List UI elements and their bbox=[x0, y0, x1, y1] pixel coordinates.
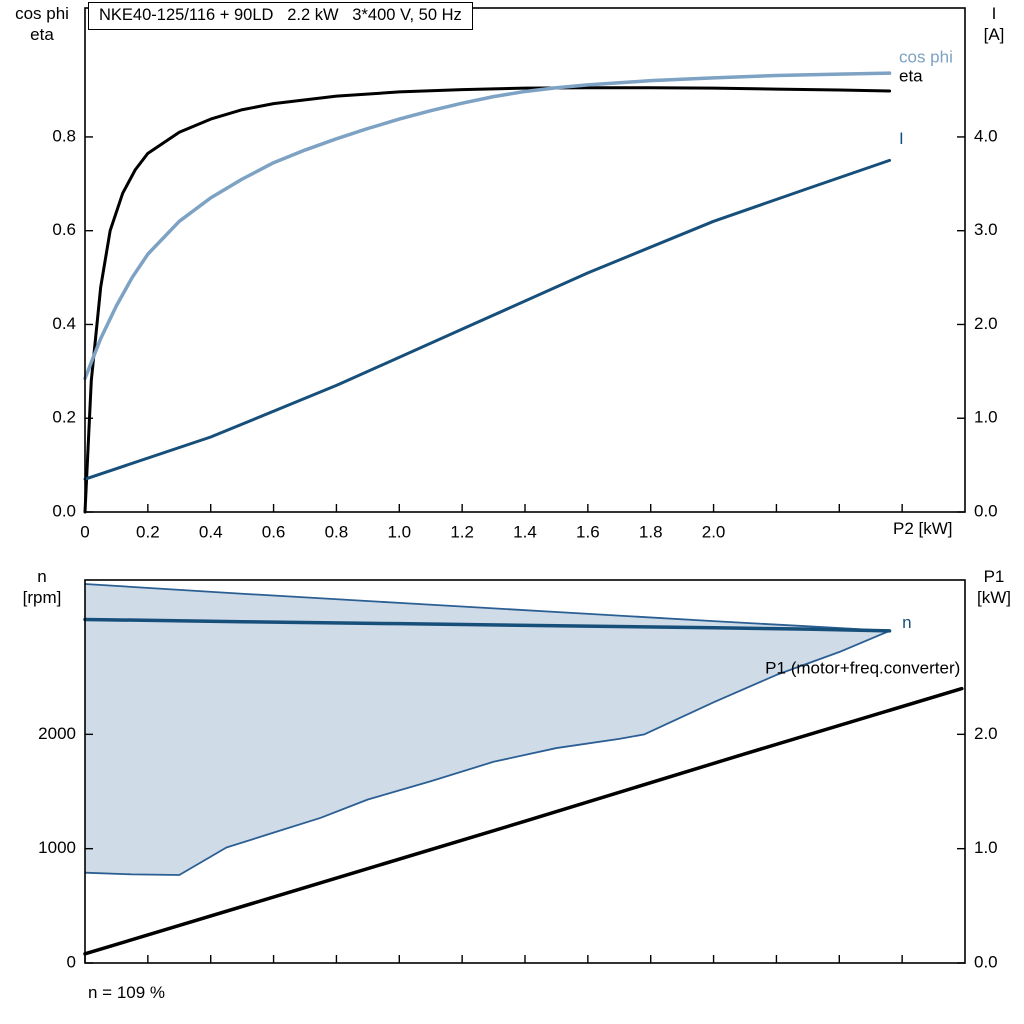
x-tick-label: 0.2 bbox=[136, 522, 160, 541]
x-tick-label: 2.0 bbox=[702, 522, 726, 541]
left-axis-title-line-rpm: [rpm] bbox=[22, 588, 62, 608]
right-axis-title-line-p1: P1 bbox=[983, 567, 1005, 586]
y-right-tick-label: 2.0 bbox=[974, 724, 998, 743]
right-axis-title-line-a: [A] bbox=[983, 25, 1005, 45]
n-curve bbox=[83, 617, 892, 633]
right-axis-title-line-i: I bbox=[991, 4, 997, 23]
speed-range-band-lower-edge bbox=[84, 630, 890, 876]
x-tick-label: 0 bbox=[80, 522, 89, 541]
y-left-tick-label: 1000 bbox=[38, 838, 76, 857]
left-axis-title-line-n: n bbox=[37, 567, 47, 586]
y-left-tick-label: 2000 bbox=[38, 724, 76, 743]
eta-curve bbox=[83, 86, 892, 514]
y-right-tick-label: 0.0 bbox=[974, 952, 998, 971]
y-left-tick-label: 0.4 bbox=[52, 314, 76, 333]
x-tick-label: 1.6 bbox=[576, 522, 600, 541]
left-axis-title-top-panel: cos phi eta bbox=[2, 3, 82, 46]
annotation-cos-phi: cos phi bbox=[899, 48, 953, 67]
y-right-tick-label: 1.0 bbox=[974, 408, 998, 427]
x-tick-label: 0.8 bbox=[325, 522, 349, 541]
right-axis-title-top-panel: I [A] bbox=[966, 3, 1022, 46]
cos-phi-curve bbox=[83, 71, 892, 381]
x-tick-label: 1.2 bbox=[450, 522, 474, 541]
x-axis-unit-label: P2 [kW] bbox=[893, 519, 953, 538]
y-left-tick-label: 0.8 bbox=[52, 126, 76, 145]
speed-range-band bbox=[85, 584, 890, 875]
panel-motor-efficiency: 0 0.2 0.4 0.6 0.8 1.0 1.2 1.4 1.6 1.8 2.0 0.0 0.2 0.4… bbox=[52, 7, 998, 541]
i-curve bbox=[83, 158, 892, 481]
panel-speed-and-input-power: 0 1000 2000 0.0 1.0 2.0 n P1 (motor+freq.conver… bbox=[38, 579, 998, 971]
annotation-p1-motor-freq-converter: P1 (motor+freq.converter) bbox=[765, 659, 960, 678]
left-axis-title-line-cos-phi: cos phi bbox=[15, 4, 69, 23]
x-tick-label: 1.0 bbox=[387, 522, 411, 541]
annotation-i: I bbox=[899, 129, 904, 148]
y-right-tick-label: 0.0 bbox=[974, 501, 998, 520]
y-right-tick-label: 2.0 bbox=[974, 314, 998, 333]
x-tick-label: 0.4 bbox=[199, 522, 223, 541]
left-axis-title-line-eta: eta bbox=[30, 25, 54, 45]
x-tick-label: 1.4 bbox=[513, 522, 537, 541]
y-right-tick-label: 4.0 bbox=[974, 126, 998, 145]
y-right-tick-label: 3.0 bbox=[974, 220, 998, 239]
y-left-tick-label: 0 bbox=[67, 952, 76, 971]
y-left-tick-label: 0.6 bbox=[52, 220, 76, 239]
x-tick-label: 0.6 bbox=[262, 522, 286, 541]
y-left-tick-label: 0.2 bbox=[52, 408, 76, 427]
annotation-n: n bbox=[902, 613, 911, 632]
speed-range-band-upper-edge bbox=[84, 583, 890, 632]
p1-motor-freq-converter-curve bbox=[83, 686, 964, 956]
annotation-eta: eta bbox=[899, 66, 923, 85]
speed-percentage-note: n = 109 % bbox=[88, 983, 166, 1002]
right-axis-title-line-kw: [kW] bbox=[977, 588, 1011, 608]
chart-title: NKE40-125/116 + 90LD 2.2 kW 3*400 V, 50 … bbox=[88, 2, 473, 30]
x-tick-label: 1.8 bbox=[639, 522, 663, 541]
left-axis-title-bottom-panel: n [rpm] bbox=[2, 566, 82, 609]
y-right-tick-label: 1.0 bbox=[974, 838, 998, 857]
y-left-tick-label: 0.0 bbox=[52, 501, 76, 520]
right-axis-title-bottom-panel: P1 [kW] bbox=[966, 566, 1022, 609]
plot-border bbox=[84, 7, 966, 513]
